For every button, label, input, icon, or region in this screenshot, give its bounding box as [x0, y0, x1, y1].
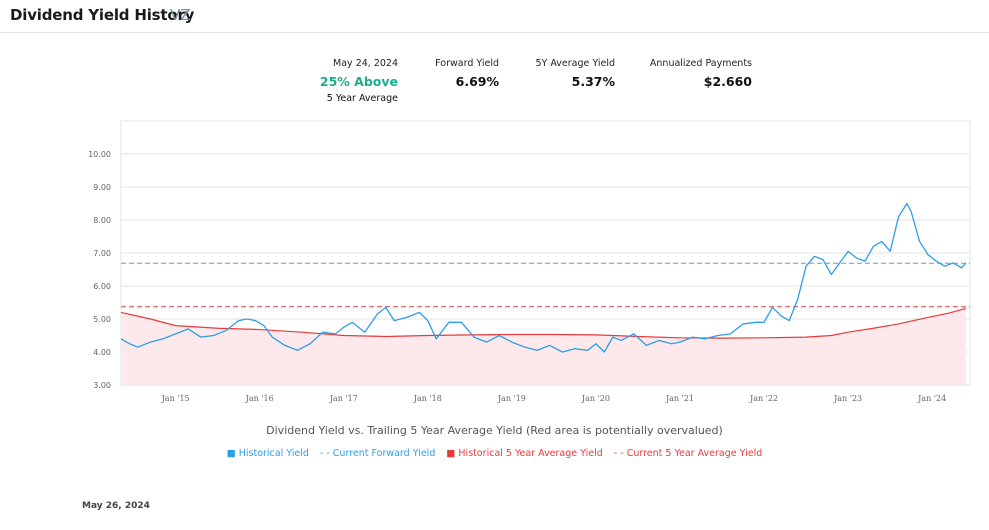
y-tick-label: 6.00: [93, 282, 111, 291]
stat-above-average: May 24, 2024 25% Above 5 Year Average: [320, 58, 398, 104]
stat-forward-yield: Forward Yield 6.69%: [435, 58, 499, 89]
legend-historical-marker: ■: [226, 448, 236, 459]
x-tick-label: Jan '18: [413, 394, 442, 403]
average-yield-area: [121, 308, 966, 385]
chart-caption: Dividend Yield vs. Trailing 5 Year Avera…: [266, 424, 723, 437]
x-tick-label: Jan '15: [161, 394, 190, 403]
stat-forward-label: Forward Yield: [435, 58, 499, 69]
y-tick-label: 5.00: [93, 315, 111, 324]
stat-avg-label: 5Y Average Yield: [535, 58, 615, 69]
historical-yield-line: [120, 202, 967, 353]
stat-payments-value: $2.660: [703, 74, 752, 89]
legend-current-forward-label: - - Current Forward Yield: [319, 448, 436, 459]
footer-date: May 26, 2024: [82, 501, 150, 511]
legend-hist-avg-label: Historical 5 Year Average Yield: [458, 448, 603, 459]
stat-5y-average: 5Y Average Yield 5.37%: [535, 58, 615, 89]
legend-current-avg[interactable]: - - Current 5 Year Average Yield: [614, 448, 762, 459]
ticker-symbol[interactable]: VZ: [170, 6, 191, 24]
stat-annualized-payments: Annualized Payments $2.660: [650, 58, 752, 89]
x-tick-label: Jan '23: [833, 394, 862, 403]
x-tick-label: Jan '19: [497, 394, 526, 403]
legend-current-forward[interactable]: - - Current Forward Yield: [320, 448, 438, 459]
legend-historical-label: Historical Yield: [238, 448, 309, 459]
stat-above-sub: 5 Year Average: [326, 93, 398, 104]
x-tick-label: Jan '20: [581, 394, 610, 403]
x-tick-label: Jan '22: [749, 394, 778, 403]
stat-forward-value: 6.69%: [455, 74, 499, 89]
y-tick-label: 10.00: [88, 150, 111, 159]
historical-5y-average-line: [120, 307, 966, 339]
stat-above-value: 25% Above: [319, 74, 398, 89]
stat-payments-label: Annualized Payments: [649, 58, 752, 69]
legend-current-avg-label: - - Current 5 Year Average Yield: [613, 448, 763, 459]
y-tick-label: 7.00: [93, 249, 111, 258]
y-tick-label: 9.00: [93, 183, 111, 192]
legend-hist-avg-marker: ■: [446, 448, 456, 459]
chart-legend: ■ Historical Yield - - Current Forward Y…: [0, 448, 989, 459]
page-title: Dividend Yield History: [10, 6, 195, 24]
x-tick-label: Jan '16: [245, 394, 274, 403]
stat-date: May 24, 2024: [333, 58, 398, 69]
legend-historical[interactable]: ■ Historical Yield: [227, 448, 312, 459]
legend-hist-avg[interactable]: ■ Historical 5 Year Average Yield: [446, 448, 605, 459]
stat-avg-value: 5.37%: [571, 74, 615, 89]
y-tick-label: 8.00: [93, 216, 111, 225]
page-header: Dividend Yield History VZ: [0, 0, 989, 33]
x-tick-label: Jan '17: [329, 394, 358, 403]
y-tick-label: 4.00: [93, 348, 111, 357]
dividend-yield-chart[interactable]: 3.00 4.00 5.00 6.00 7.00 8.00 9.00 10.00 Jan '15…: [0, 115, 989, 415]
x-tick-label: Jan '24: [917, 394, 946, 403]
x-tick-label: Jan '21: [665, 394, 694, 403]
y-tick-label: 3.00: [93, 381, 111, 390]
